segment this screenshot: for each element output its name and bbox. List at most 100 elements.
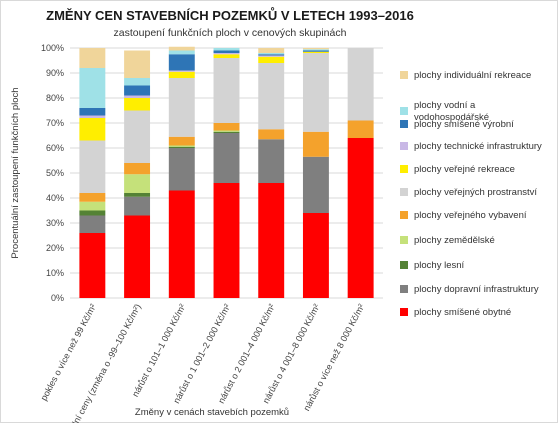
bar-segment — [302, 48, 329, 50]
bar-segment — [79, 193, 106, 202]
bar-segment — [124, 110, 151, 163]
legend-swatch — [400, 188, 408, 196]
y-tick-label: 0% — [51, 293, 64, 303]
bar-segment — [79, 210, 106, 216]
bar-segment — [168, 145, 195, 147]
bar-segment — [79, 108, 106, 116]
bar-segment — [302, 50, 329, 52]
bar-segment — [258, 55, 285, 57]
bar-segment — [124, 174, 151, 193]
bar-segment — [213, 48, 240, 51]
bar-segment — [79, 68, 106, 108]
bar-segment — [258, 129, 285, 140]
bar-segment — [168, 70, 195, 72]
legend-label: plochy smíšené obytné — [414, 307, 511, 318]
chart-title: ZMĚNY CEN STAVEBNÍCH POZEMKŮ V LETECH 19… — [46, 7, 414, 23]
bar-segment — [213, 130, 240, 132]
legend-swatch — [400, 236, 408, 244]
bar-segment — [258, 139, 285, 183]
bar-segment — [168, 146, 195, 148]
bar-segment — [168, 190, 195, 298]
bar-segment — [168, 148, 195, 191]
bar-segment — [124, 98, 151, 111]
bar-segment — [258, 48, 285, 53]
legend-label: plochy smíšené výrobní — [414, 119, 514, 130]
bar-segment — [124, 163, 151, 175]
bar-segment — [168, 50, 195, 55]
bar-segment — [258, 63, 285, 130]
bar-segment — [79, 140, 106, 193]
y-tick-label: 70% — [46, 118, 64, 128]
legend-label: plochy technické infrastruktury — [414, 141, 542, 152]
chart-subtitle: zastoupení funkčních ploch v cenových sk… — [114, 27, 347, 39]
bar-segment — [258, 183, 285, 298]
legend-label: plochy vodní a — [414, 100, 476, 111]
y-tick-label: 30% — [46, 218, 64, 228]
bar-segment — [124, 196, 151, 216]
bar-segment — [213, 133, 240, 183]
bar-segment — [124, 95, 151, 98]
bar-segment — [213, 50, 240, 53]
legend-label: vodohospodářské — [414, 112, 489, 123]
bar-segment — [213, 123, 240, 131]
legend-swatch — [400, 165, 408, 173]
legend: plochy individuální rekreace plochy vodní… — [400, 70, 542, 318]
legend-label: plochy dopravní infrastruktury — [414, 284, 539, 295]
y-tick-label: 50% — [46, 168, 64, 178]
legend-label: plochy veřejné rekreace — [414, 164, 515, 175]
legend-swatch — [400, 285, 408, 293]
bar-segment — [124, 215, 151, 298]
bar-segment — [79, 201, 106, 211]
legend-swatch — [400, 142, 408, 150]
bar-segment — [79, 115, 106, 118]
bar-segment — [302, 131, 329, 157]
bar-segment — [258, 54, 285, 56]
bar-segment — [302, 51, 329, 53]
legend-swatch — [400, 71, 408, 79]
legend-swatch — [400, 211, 408, 219]
y-axis-label: Procentuální zastoupení funkčních ploch — [10, 87, 21, 258]
x-axis-label: Změny v cenách stavebích pozemků — [135, 407, 289, 418]
bar-segment — [168, 71, 195, 78]
bar-segment — [79, 233, 106, 298]
bar-segment — [213, 58, 240, 123]
bar-segment — [258, 53, 285, 55]
legend-swatch — [400, 261, 408, 269]
legend-label: plochy veřejných prostranství — [414, 187, 537, 198]
legend-swatch — [400, 107, 408, 115]
legend-label: plochy individuální rekreace — [414, 70, 531, 81]
legend-label: plochy zemědělské — [414, 235, 495, 246]
y-tick-label: 90% — [46, 68, 64, 78]
bar-segment — [124, 193, 151, 197]
bar-segment — [168, 136, 195, 146]
y-tick-label: 80% — [46, 93, 64, 103]
bar-segment — [213, 183, 240, 298]
bar-segment — [347, 120, 374, 138]
bar-segment — [168, 78, 195, 137]
bar-segment — [213, 131, 240, 133]
bar-segment — [79, 48, 106, 68]
legend-swatch — [400, 308, 408, 316]
y-tick-label: 10% — [46, 268, 64, 278]
bar-segment — [124, 85, 151, 96]
legend-label: plochy lesní — [414, 260, 465, 271]
bar-segment — [213, 53, 240, 55]
bar-segment — [347, 48, 374, 121]
bar-segment — [302, 156, 329, 213]
bar-segment — [258, 56, 285, 63]
bar-segment — [168, 54, 195, 71]
bar-segment — [124, 50, 151, 78]
bar-segment — [79, 118, 106, 141]
y-tick-label: 20% — [46, 243, 64, 253]
bar-segment — [302, 49, 329, 51]
bars — [79, 46, 374, 298]
y-tick-label: 40% — [46, 193, 64, 203]
bar-segment — [213, 54, 240, 58]
bar-segment — [168, 46, 195, 51]
bar-segment — [302, 53, 329, 132]
bar-segment — [124, 78, 151, 86]
y-tick-label: 60% — [46, 143, 64, 153]
legend-swatch — [400, 120, 408, 128]
bar-segment — [347, 138, 374, 298]
